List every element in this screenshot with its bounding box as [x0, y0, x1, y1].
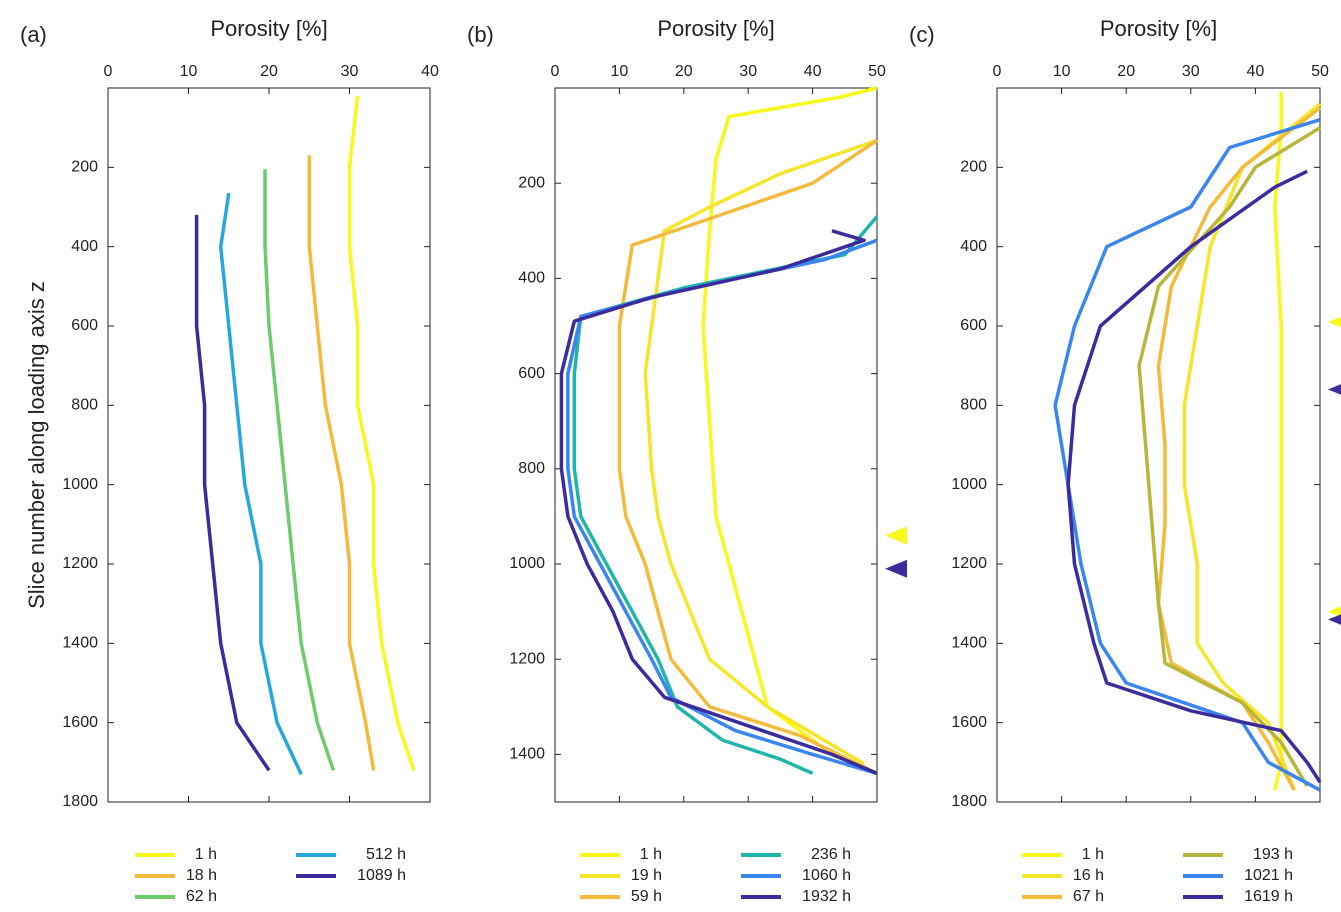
y-tick-label: 200 — [960, 159, 987, 176]
x-tick-label: 10 — [611, 63, 629, 80]
y-axis-title: Slice number along loading axis z — [24, 281, 49, 609]
y-tick-label: 200 — [71, 159, 98, 176]
arrow-marker — [885, 526, 907, 545]
x-tick-label: 50 — [1311, 63, 1329, 80]
data-line — [566, 238, 878, 776]
data-line — [1182, 102, 1322, 791]
legend-label: 193 h — [1253, 846, 1293, 863]
x-tick-label: 40 — [421, 63, 439, 80]
panel-label: (a) — [20, 22, 47, 47]
arrow-marker — [1328, 316, 1341, 328]
data-line — [617, 138, 878, 775]
legend-label: 16 h — [1073, 867, 1104, 884]
y-tick-label: 800 — [518, 460, 545, 477]
y-tick-label: 600 — [71, 317, 98, 334]
plot-frame — [554, 87, 878, 803]
y-tick-label: 1400 — [62, 635, 98, 652]
data-line — [1273, 92, 1283, 791]
y-tick-label: 400 — [71, 238, 98, 255]
legend-label: 1619 h — [1244, 888, 1293, 905]
x-tick-label: 30 — [341, 63, 359, 80]
y-tick-label: 800 — [960, 397, 987, 414]
legend-label: 62 h — [186, 888, 217, 905]
data-line — [218, 192, 303, 775]
y-tick-label: 1600 — [951, 714, 987, 731]
legend-label: 512 h — [366, 846, 406, 863]
data-line — [347, 95, 416, 771]
y-tick-label: 400 — [518, 270, 545, 287]
data-line — [572, 215, 879, 776]
x-tick-label: 30 — [739, 63, 757, 80]
y-tick-label: 1200 — [509, 650, 545, 667]
y-tick-label: 200 — [518, 174, 545, 191]
legend-label: 1060 h — [802, 867, 851, 884]
y-tick-label: 1400 — [951, 635, 987, 652]
data-line — [559, 229, 878, 776]
legend-label: 59 h — [631, 888, 662, 905]
data-line — [263, 169, 336, 771]
x-tick-label: 20 — [1117, 63, 1135, 80]
legend-label: 236 h — [811, 846, 851, 863]
data-line — [307, 155, 376, 771]
y-tick-label: 1000 — [62, 476, 98, 493]
y-tick-label: 600 — [518, 365, 545, 382]
data-line — [1066, 169, 1322, 784]
y-tick-label: 1000 — [509, 555, 545, 572]
x-tick-label: 0 — [104, 63, 113, 80]
arrow-marker — [1328, 606, 1341, 617]
legend-label: 1 h — [195, 846, 217, 863]
legend-label: 18 h — [186, 867, 217, 884]
arrow-marker — [885, 559, 907, 578]
plot-frame — [996, 87, 1321, 803]
x-tick-label: 20 — [675, 63, 693, 80]
x-tick-label: 40 — [1247, 63, 1265, 80]
y-tick-label: 400 — [960, 238, 987, 255]
panel-label: (b) — [467, 22, 494, 47]
data-line — [194, 214, 271, 772]
y-tick-label: 1200 — [951, 555, 987, 572]
data-line — [643, 138, 878, 766]
legend-label: 19 h — [631, 867, 662, 884]
y-tick-label: 1200 — [62, 555, 98, 572]
x-axis-title: Porosity [%] — [657, 16, 774, 41]
legend-label: 1 h — [1082, 846, 1104, 863]
x-axis-title: Porosity [%] — [210, 16, 327, 41]
legend-label: 1932 h — [802, 888, 851, 905]
y-tick-label: 1000 — [951, 476, 987, 493]
data-line — [701, 86, 878, 776]
x-tick-label: 10 — [180, 63, 198, 80]
legend-label: 1021 h — [1244, 867, 1293, 884]
y-tick-label: 1600 — [62, 714, 98, 731]
y-tick-label: 1400 — [509, 746, 545, 763]
x-tick-label: 40 — [804, 63, 822, 80]
x-tick-label: 10 — [1053, 63, 1071, 80]
x-axis-title: Porosity [%] — [1100, 16, 1217, 41]
arrow-marker — [1328, 614, 1341, 625]
y-tick-label: 1800 — [62, 793, 98, 810]
x-tick-label: 0 — [993, 63, 1002, 80]
y-tick-label: 800 — [71, 397, 98, 414]
legend-label: 1089 h — [357, 867, 406, 884]
panel-label: (c) — [909, 22, 935, 47]
y-tick-label: 600 — [960, 317, 987, 334]
x-tick-label: 50 — [868, 63, 886, 80]
legend-label: 67 h — [1073, 888, 1104, 905]
plot-frame — [107, 87, 431, 803]
legend-label: 1 h — [640, 846, 662, 863]
arrow-marker — [1328, 384, 1341, 395]
x-tick-label: 0 — [551, 63, 560, 80]
data-line — [1137, 126, 1321, 787]
x-tick-label: 30 — [1182, 63, 1200, 80]
y-tick-label: 1800 — [951, 793, 987, 810]
x-tick-label: 20 — [260, 63, 278, 80]
